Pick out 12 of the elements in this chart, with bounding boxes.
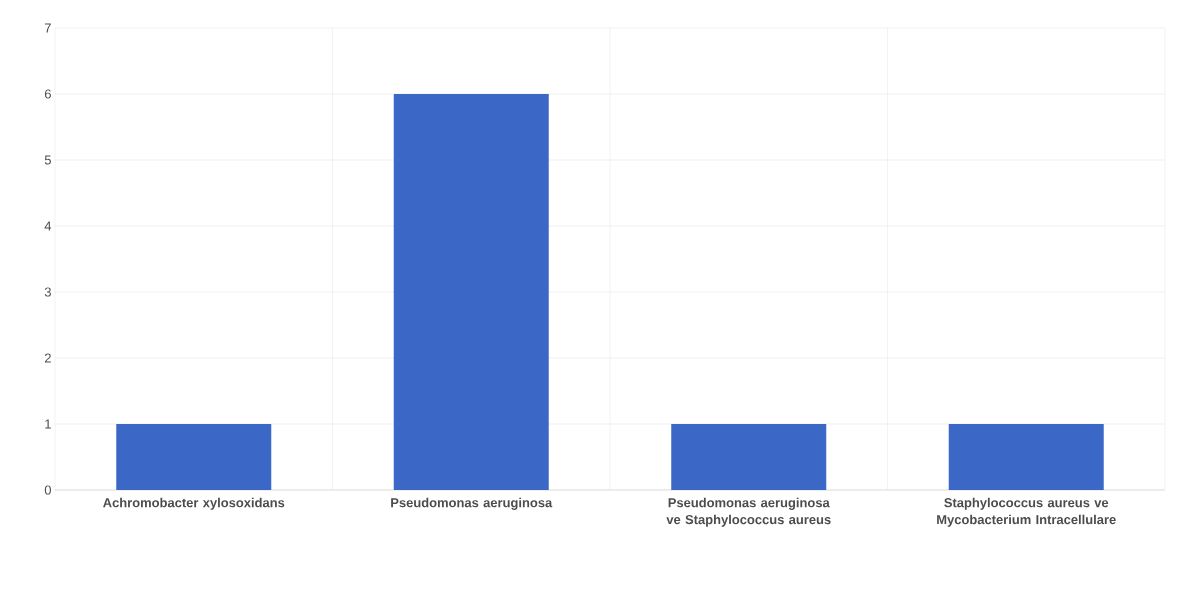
y-tick-label: 3 (44, 287, 51, 297)
x-tick-label: Staphylococcus aureus ve Mycobacterium Intracellulare (937, 497, 1116, 527)
x-tick-label: Achromobacter xylosoxidans (103, 497, 285, 510)
y-tick-label: 0 (44, 485, 51, 495)
y-tick-label: 4 (44, 221, 52, 231)
x-tick-label: Pseudomonas aeruginosa (391, 497, 553, 510)
x-tick-label: Pseudomonas aeruginosa ve Staphylococcus aureus (666, 497, 831, 527)
y-tick-label: 2 (44, 353, 51, 363)
y-tick-label: 1 (45, 419, 51, 429)
y-tick-label: 5 (44, 155, 51, 165)
y-tick-label: 6 (44, 89, 51, 99)
y-tick-label: 7 (44, 23, 51, 33)
